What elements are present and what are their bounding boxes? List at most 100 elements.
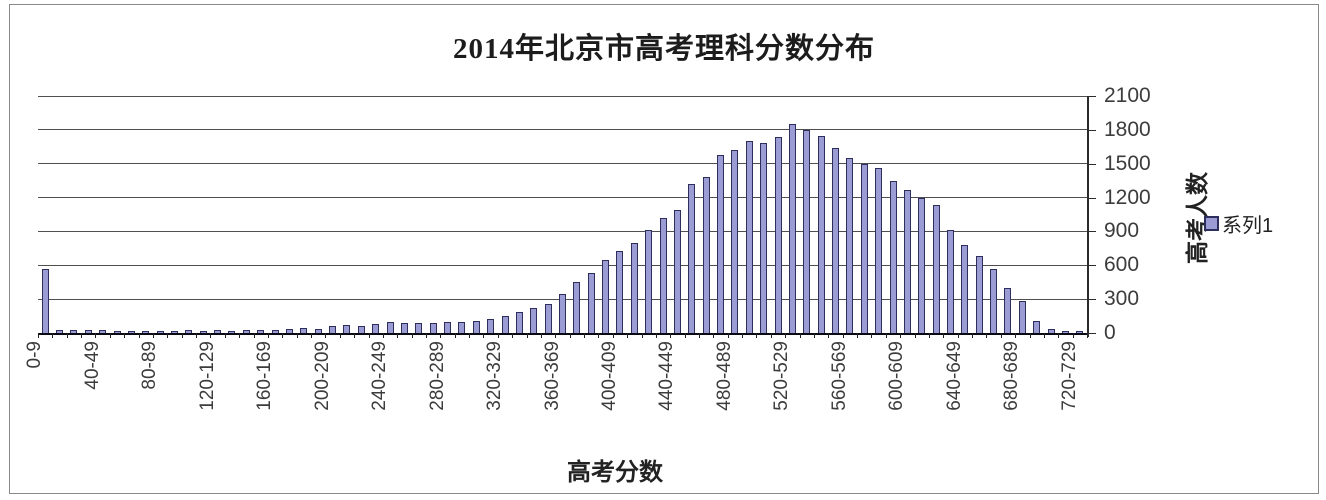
legend-swatch-icon xyxy=(1204,216,1219,231)
bar-280-289 xyxy=(444,322,452,333)
bar-230-239 xyxy=(372,323,380,333)
x-axis-tick xyxy=(469,333,471,338)
gridline-1800 xyxy=(38,129,1087,131)
y-axis-tick xyxy=(1089,129,1096,131)
bar-500-509 xyxy=(760,143,768,333)
x-axis-tick xyxy=(655,333,657,338)
gridline-1200 xyxy=(38,197,1087,199)
y-axis-tick xyxy=(1089,163,1096,165)
x-tick-label-680-689: 680-689 xyxy=(1001,341,1023,411)
bar-270-279 xyxy=(429,323,437,333)
bar-110-119 xyxy=(199,330,207,333)
legend: 系列1 xyxy=(1204,209,1273,238)
x-tick-label-720-729: 720-729 xyxy=(1058,341,1080,411)
bar-690-699 xyxy=(1033,321,1041,333)
bar-150-159 xyxy=(257,329,265,333)
x-axis-tick xyxy=(928,333,930,338)
x-axis-tick xyxy=(124,333,126,338)
y-tick-label: 2100 xyxy=(1104,84,1151,107)
bar-70-79 xyxy=(142,330,150,333)
y-tick-label: 300 xyxy=(1104,287,1140,311)
bar-310-319 xyxy=(487,318,495,333)
x-axis-tick xyxy=(210,333,212,338)
x-axis-tick xyxy=(253,333,255,338)
x-tick-label-640-649: 640-649 xyxy=(943,341,965,411)
x-axis-tick xyxy=(842,333,844,338)
x-axis-tick xyxy=(1043,333,1045,338)
x-axis-tick xyxy=(670,333,672,338)
x-axis-tick xyxy=(66,333,68,338)
bar-50-59 xyxy=(113,330,121,333)
x-tick-label-400-409: 400-409 xyxy=(598,341,620,411)
y-axis-tick xyxy=(1089,333,1096,334)
x-axis-tick xyxy=(770,333,772,338)
bar-260-269 xyxy=(415,322,423,333)
x-axis-tick xyxy=(713,333,715,338)
bar-180-189 xyxy=(300,327,308,333)
bar-650-659 xyxy=(975,256,983,333)
x-tick-label-160-169: 160-169 xyxy=(254,341,276,411)
x-axis-tick xyxy=(584,333,586,338)
x-axis-tick xyxy=(1000,333,1002,338)
bar-400-409 xyxy=(616,250,624,333)
bar-410-419 xyxy=(630,242,638,333)
bar-140-149 xyxy=(242,330,250,333)
x-axis-tick xyxy=(397,333,399,338)
x-axis-tick xyxy=(972,333,974,338)
bar-640-649 xyxy=(961,244,969,333)
y-tick-label: 1800 xyxy=(1104,117,1151,141)
bar-490-499 xyxy=(745,141,753,333)
x-axis-tick xyxy=(756,333,758,338)
x-tick-label-280-289: 280-289 xyxy=(426,341,448,411)
x-tick-label-480-489: 480-489 xyxy=(713,341,735,411)
bar-540-549 xyxy=(817,135,825,333)
x-axis-tick xyxy=(943,333,945,338)
bar-610-619 xyxy=(918,197,926,333)
x-tick-label-80-89: 80-89 xyxy=(139,341,161,390)
x-tick-label-360-369: 360-369 xyxy=(541,341,563,411)
x-axis-tick xyxy=(727,333,729,338)
x-axis-tick xyxy=(109,333,111,338)
x-axis-tick xyxy=(742,333,744,338)
bar-380-389 xyxy=(587,273,595,333)
x-axis-tick xyxy=(454,333,456,338)
x-axis-tick xyxy=(627,333,629,338)
x-axis-tick xyxy=(857,333,859,338)
bar-620-629 xyxy=(932,205,940,333)
bar-510-519 xyxy=(774,136,782,333)
x-axis-tick xyxy=(267,333,269,338)
x-tick-label-200-209: 200-209 xyxy=(311,341,333,411)
bar-460-469 xyxy=(702,177,710,333)
bar-570-579 xyxy=(860,163,868,333)
x-axis-tick xyxy=(900,333,902,338)
x-axis-tick xyxy=(598,333,600,338)
x-tick-label-560-569: 560-569 xyxy=(828,341,850,411)
bar-30-39 xyxy=(84,329,92,333)
bar-720-729 xyxy=(1076,331,1084,333)
x-axis-tick xyxy=(799,333,801,338)
bar-420-429 xyxy=(645,230,653,333)
gridline-600 xyxy=(38,264,1087,266)
x-axis-tick xyxy=(612,333,614,338)
x-axis-tick xyxy=(813,333,815,338)
y-axis-tick xyxy=(1089,96,1096,97)
x-axis-tick xyxy=(152,333,154,338)
x-axis-tick xyxy=(526,333,528,338)
chart-frame: 2014年北京市高考理科分数分布 高考人数 高考分数 系列1 0 300 600 90… xyxy=(9,4,1319,494)
x-axis-tick xyxy=(1029,333,1031,338)
y-tick-label: 0 xyxy=(1104,321,1116,344)
x-tick-label-520-529: 520-529 xyxy=(771,341,793,411)
bar-170-179 xyxy=(285,329,293,333)
y-axis-tick xyxy=(1089,299,1096,301)
bar-210-219 xyxy=(343,324,351,333)
x-axis-tick xyxy=(325,333,327,338)
bar-370-379 xyxy=(573,281,581,333)
x-axis-tick xyxy=(957,333,959,338)
bar-90-99 xyxy=(171,330,178,333)
x-axis-tick xyxy=(38,333,39,338)
x-axis-tick xyxy=(81,333,83,338)
y-axis-tick xyxy=(1089,231,1096,233)
x-axis-tick xyxy=(699,333,700,338)
x-axis-tick xyxy=(224,333,226,338)
bar-290-299 xyxy=(458,321,466,333)
